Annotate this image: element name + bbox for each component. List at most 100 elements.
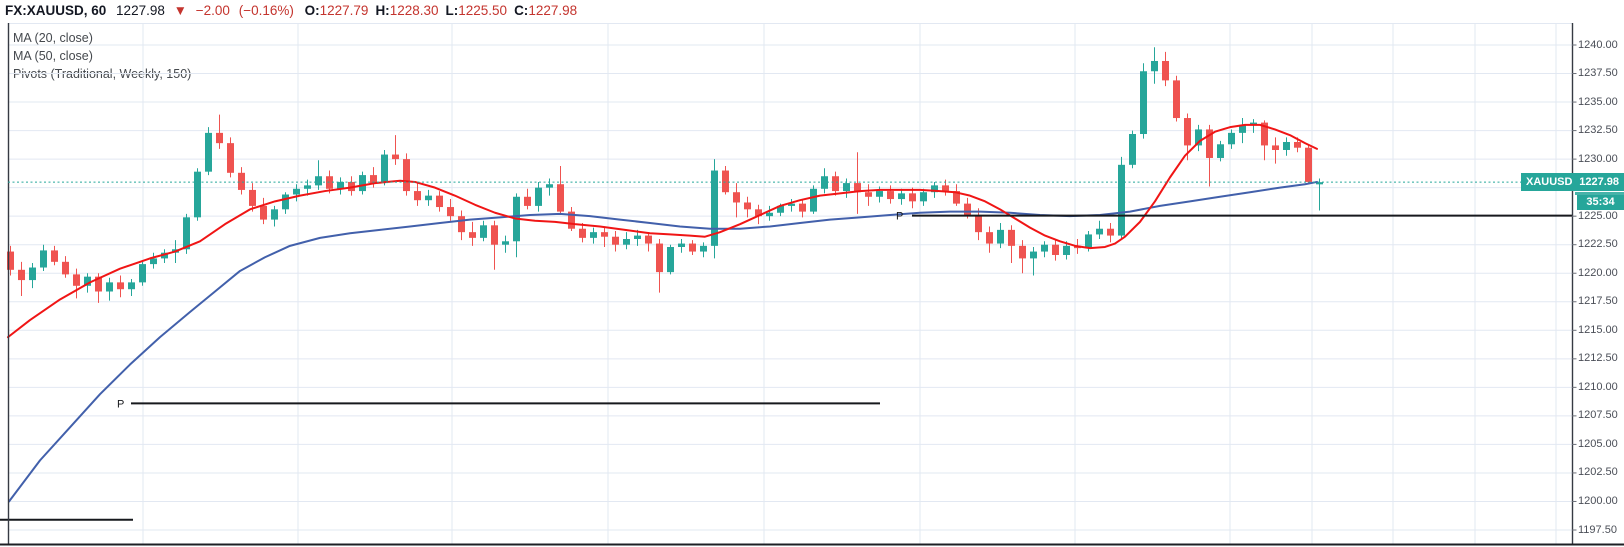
candle-body (425, 195, 432, 201)
candle-body (667, 246, 674, 273)
last-price-tag-value: 1227.98 (1579, 176, 1619, 188)
candle-body (1162, 60, 1169, 81)
candle-body (337, 181, 344, 189)
candle-body (997, 229, 1004, 244)
candle-body (183, 217, 190, 250)
candle-body (150, 258, 157, 265)
candle-body (524, 196, 531, 206)
candle-body (249, 189, 256, 206)
candle-body (634, 235, 641, 239)
candle-body (755, 209, 762, 217)
candle-body (128, 282, 135, 290)
candle-body (744, 202, 751, 210)
candle-body (832, 176, 839, 192)
ohlc-high-value: 1228.30 (389, 3, 439, 18)
candle-body (480, 225, 487, 238)
candle-body (1184, 118, 1191, 146)
candle-body (1129, 134, 1136, 165)
candle-body (139, 264, 146, 283)
candle-body (1008, 229, 1015, 246)
bar-countdown-tag: 35:34 (1577, 195, 1624, 210)
ma50-line (8, 180, 1318, 503)
pivot-label: P (117, 398, 124, 410)
candle-body (18, 269, 25, 281)
candle-body (216, 132, 223, 144)
symbol-title[interactable]: FX:XAUUSD, 60 (5, 3, 107, 18)
symbol-header: FX:XAUUSD, 60 1227.98 ▼ −2.00 (−0.16%) O… (5, 3, 577, 21)
candle-body (370, 175, 377, 184)
candle-body (282, 194, 289, 210)
candle-body (711, 170, 718, 246)
candle-body (931, 185, 938, 193)
candle-body (1041, 244, 1048, 252)
candle-body (854, 183, 861, 193)
candle-body (568, 211, 575, 229)
ohlc-row: O:1227.79 H:1228.30 L:1225.50 C:1227.98 (298, 3, 578, 18)
candle-body (766, 212, 773, 217)
axis-ticks-layer (1572, 44, 1577, 531)
candle-body (315, 176, 322, 186)
candle-body (986, 232, 993, 244)
candle-body (447, 207, 454, 217)
candle-body (62, 261, 69, 275)
candle-body (865, 192, 872, 197)
legend-item-ma20[interactable]: MA (20, close) (13, 31, 93, 45)
candle-body (788, 203, 795, 206)
candle-body (909, 193, 916, 202)
candle-body (612, 236, 619, 245)
candle-body (920, 192, 927, 202)
candle-body (29, 267, 36, 281)
candle-body (645, 235, 652, 244)
candle-body (953, 191, 960, 204)
candle-body (260, 205, 267, 220)
candle-body (898, 193, 905, 200)
candle-body (1173, 80, 1180, 119)
candle-body (590, 232, 597, 238)
candle-body (1019, 245, 1026, 259)
candle-body (106, 282, 113, 292)
candle-body (7, 251, 14, 270)
price-change-percent: (−0.16%) (238, 3, 294, 18)
pivot-label: P (896, 211, 903, 223)
candle-body (95, 276, 102, 292)
candle-body (359, 175, 366, 192)
candles-layer (7, 47, 1323, 303)
candle-body (194, 171, 201, 218)
candle-body (535, 187, 542, 206)
candle-body (1118, 164, 1125, 236)
candle-body (799, 203, 806, 212)
ma20-line (7, 123, 1318, 339)
candle-body (502, 241, 509, 245)
candle-body (1107, 228, 1114, 236)
candle-body (161, 252, 168, 259)
candle-body (975, 215, 982, 233)
candle-body (700, 245, 707, 252)
candle-body (942, 185, 949, 192)
candle-body (1063, 245, 1070, 255)
grid-layer (8, 23, 1572, 544)
candle-body (557, 184, 564, 212)
candle-body (722, 170, 729, 193)
candle-body (579, 228, 586, 238)
candle-body (1195, 129, 1202, 146)
candle-body (876, 191, 883, 197)
candle-body (656, 243, 663, 273)
candle-body (1272, 145, 1279, 150)
ohlc-open-value: 1227.79 (319, 3, 369, 18)
candle-body (1085, 234, 1092, 249)
candle-body (1140, 71, 1147, 135)
candle-body (1294, 142, 1301, 148)
candle-body (491, 225, 498, 245)
direction-down-icon: ▼ (173, 3, 187, 18)
candle-body (205, 132, 212, 172)
candle-body (1316, 182, 1323, 185)
ohlc-close-label: C: (514, 3, 529, 18)
candle-body (293, 188, 300, 195)
candle-body (1261, 122, 1268, 146)
legend-item-ma50[interactable]: MA (50, close) (13, 49, 93, 63)
candle-body (964, 203, 971, 216)
price-change: −2.00 (195, 3, 230, 18)
candle-body (546, 184, 553, 188)
